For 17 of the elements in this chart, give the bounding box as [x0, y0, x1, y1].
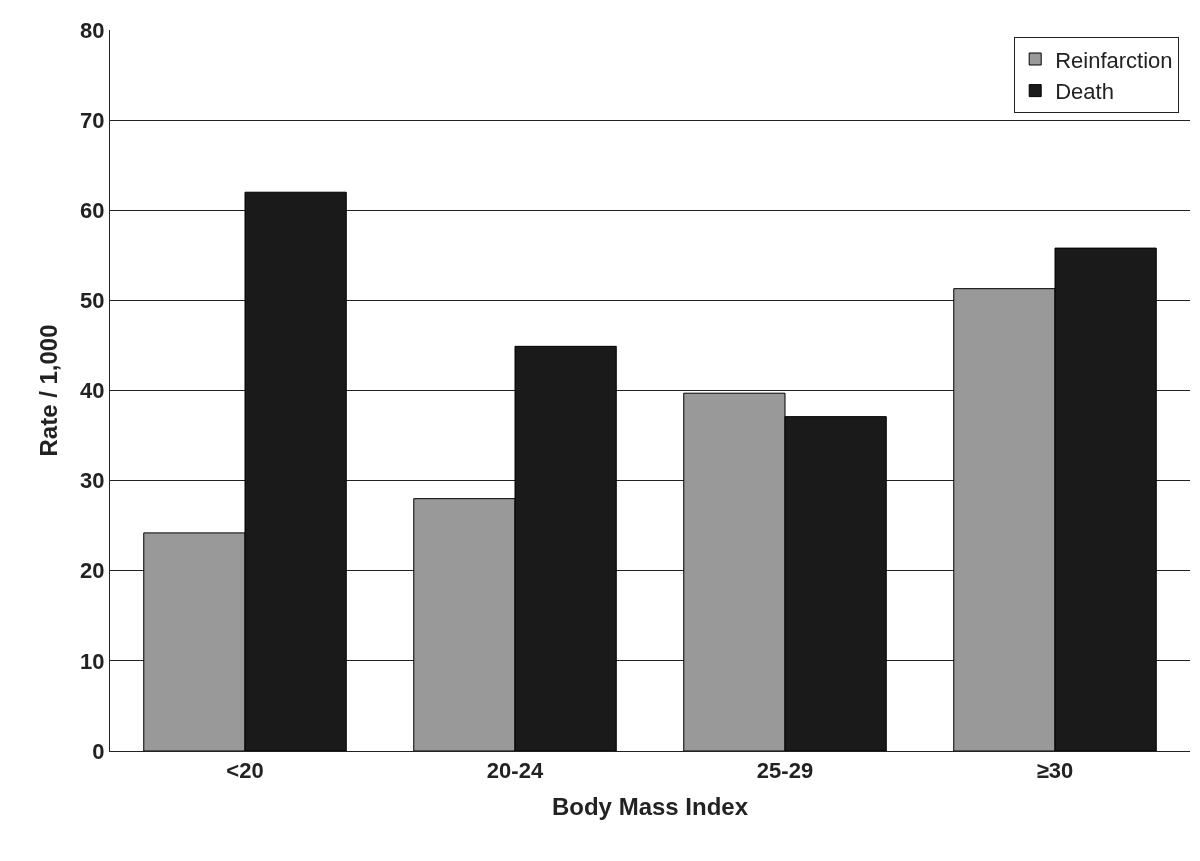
y-tick-label: 50: [80, 288, 105, 314]
y-tick-label: 20: [80, 558, 105, 584]
legend-label: Reinfarction: [1055, 47, 1173, 73]
y-tick-label: 70: [80, 107, 105, 133]
x-tick-label: 25-29: [756, 758, 814, 784]
y-tick-label: 40: [80, 378, 105, 404]
legend-label: Death: [1055, 79, 1114, 105]
y-tick-label: 10: [80, 648, 105, 674]
x-tick-label: ≥30: [1036, 758, 1074, 784]
y-tick-label: 80: [80, 17, 105, 43]
y-axis-title: Rate / 1,000: [35, 324, 63, 457]
x-axis-title: Body Mass Index: [551, 792, 749, 820]
y-tick-label: 60: [80, 197, 105, 223]
y-tick-label: 0: [92, 738, 105, 764]
x-tick-label: <20: [226, 758, 264, 784]
x-tick-label: 20-24: [486, 758, 544, 784]
y-tick-label: 30: [80, 468, 105, 494]
